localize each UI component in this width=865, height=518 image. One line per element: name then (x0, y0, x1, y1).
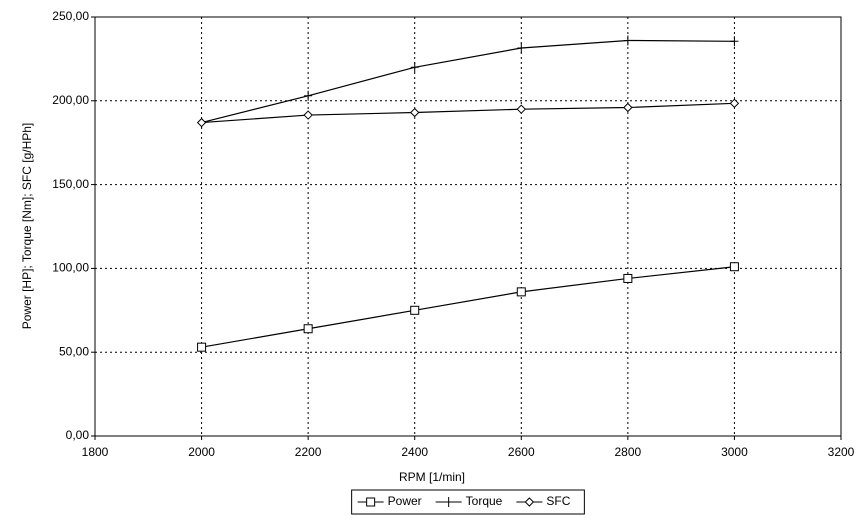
plot-area (94, 16, 842, 437)
marker (303, 110, 313, 120)
marker (410, 62, 419, 73)
marker (516, 287, 526, 297)
series-line (201, 266, 735, 348)
x-tick-label: 2400 (401, 445, 428, 459)
y-axis-label: Power [HP]; Torque [Nm]; SFC [g/HPh] (20, 123, 34, 330)
y-tick-label: 50,00 (59, 344, 89, 358)
x-tick-label: 2200 (295, 445, 322, 459)
x-tick-label: 1800 (82, 445, 109, 459)
y-tick-label: 150,00 (52, 177, 89, 191)
marker (623, 35, 632, 46)
marker (410, 305, 420, 315)
marker (730, 36, 739, 47)
y-tick-label: 200,00 (52, 93, 89, 107)
x-tick-label: 3200 (828, 445, 855, 459)
x-axis-label: RPM [1/min] (399, 470, 465, 484)
y-tick-label: 250,00 (52, 9, 89, 23)
marker (366, 497, 376, 507)
marker (303, 324, 313, 334)
series-line (201, 102, 735, 124)
marker (524, 497, 535, 507)
marker (517, 43, 526, 54)
y-tick-label: 0,00 (66, 428, 90, 442)
marker (623, 273, 633, 283)
legend-label: Torque (466, 494, 503, 508)
legend-label: Power (388, 494, 422, 508)
marker (729, 262, 739, 272)
y-tick-label: 100,00 (52, 261, 89, 275)
legend-label: SFC (546, 494, 570, 508)
marker (623, 102, 633, 113)
x-tick-label: 2000 (188, 445, 215, 459)
marker (197, 342, 207, 352)
series-line (201, 39, 735, 124)
marker (729, 98, 740, 109)
marker (304, 90, 313, 101)
x-tick-label: 3000 (721, 445, 748, 459)
marker (196, 117, 207, 128)
legend-box (351, 489, 585, 515)
x-tick-label: 2600 (508, 445, 535, 459)
x-tick-label: 2800 (615, 445, 642, 459)
marker (444, 497, 453, 507)
marker (410, 107, 420, 118)
marker (516, 104, 526, 114)
legend: Power Torque SFC (351, 489, 585, 515)
